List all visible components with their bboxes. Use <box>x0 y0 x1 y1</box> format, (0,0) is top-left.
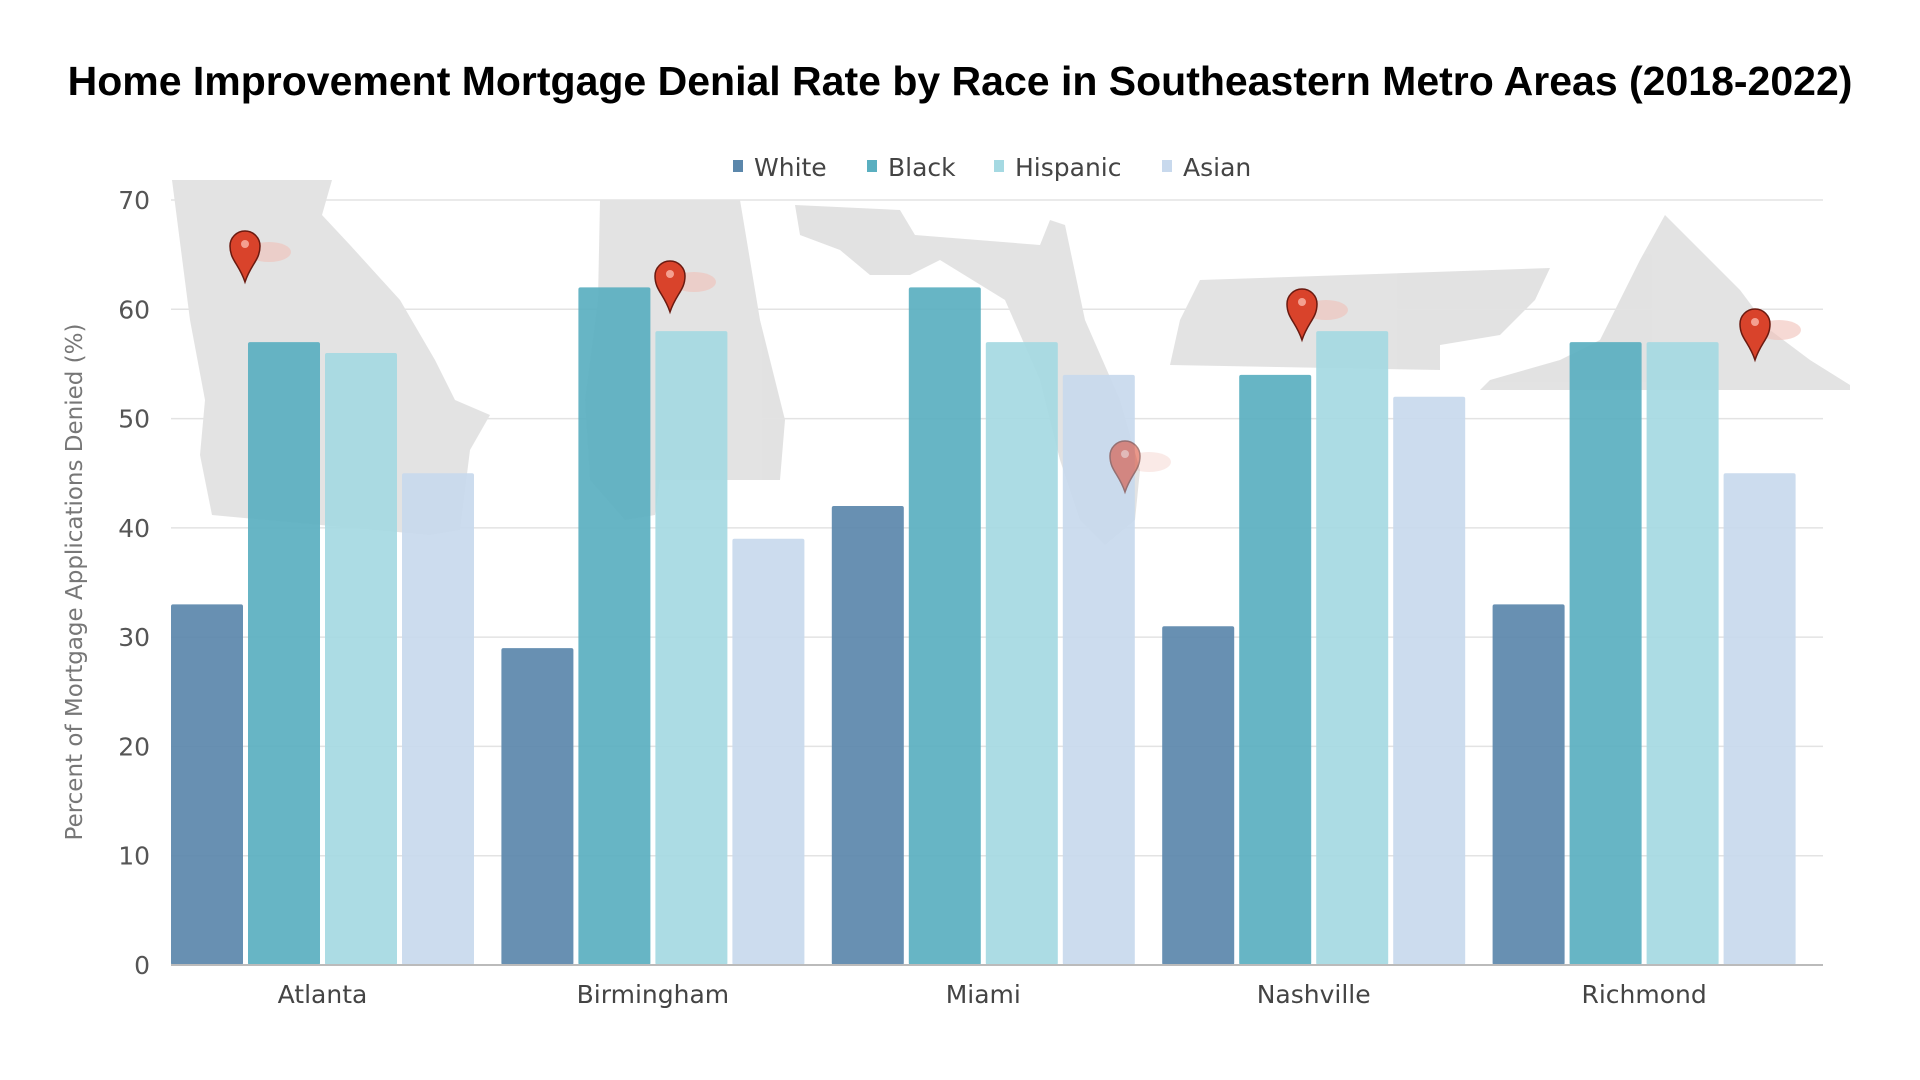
bar-hispanic-atlanta <box>325 353 397 965</box>
bar-asian-miami <box>1062 374 1135 965</box>
bars <box>171 287 1796 966</box>
pin-body <box>1739 308 1771 363</box>
bar-white-atlanta <box>171 604 243 965</box>
y-tick-label: 50 <box>118 405 150 434</box>
legend-label-black: Black <box>888 153 956 182</box>
map-pin-icon <box>1739 308 1801 363</box>
tennessee-map <box>1170 268 1550 370</box>
map-pins <box>229 230 1801 495</box>
pin-dot <box>666 270 674 278</box>
florida-map <box>795 205 1140 545</box>
x-tick-label: Miami <box>946 980 1021 1009</box>
bar-hispanic-miami <box>985 342 1058 966</box>
bar-hispanic-birmingham <box>655 331 728 966</box>
chart-title: Home Improvement Mortgage Denial Rate by… <box>67 58 1853 104</box>
y-tick-label: 60 <box>118 295 150 324</box>
bar-asian-richmond <box>1723 473 1796 965</box>
bar-black-miami <box>908 287 981 965</box>
y-tick-label: 70 <box>118 186 150 215</box>
bar-white-richmond <box>1492 604 1565 965</box>
pin-body <box>229 230 261 285</box>
map-pin-icon <box>229 230 291 285</box>
y-tick-label: 10 <box>118 842 150 871</box>
x-axis-labels: Atlanta Birmingham Miami Nashville Richmond <box>278 980 1707 1009</box>
legend-swatch-black <box>867 160 877 172</box>
x-tick-label: Birmingham <box>577 980 729 1009</box>
y-axis-label: Percent of Mortgage Applications Denied … <box>62 324 88 841</box>
y-tick-label: 0 <box>134 951 150 980</box>
y-tick-label: 40 <box>118 514 150 543</box>
bar-white-birmingham <box>501 648 574 965</box>
bar-black-atlanta <box>248 342 320 966</box>
x-tick-label: Richmond <box>1581 980 1706 1009</box>
y-axis-ticks: 0 10 20 30 40 50 60 70 <box>118 186 150 980</box>
x-tick-label: Atlanta <box>278 980 368 1009</box>
map-pin-icon <box>1109 440 1171 495</box>
y-tick-label: 20 <box>118 732 150 761</box>
pin-body <box>1109 440 1141 495</box>
bar-asian-atlanta <box>402 473 474 965</box>
map-pin-icon <box>1286 288 1348 343</box>
legend: White Black Hispanic Asian <box>733 153 1251 182</box>
pin-body <box>1286 288 1318 343</box>
bar-hispanic-richmond <box>1646 342 1719 966</box>
pin-dot <box>1751 318 1759 326</box>
bar-white-miami <box>831 506 904 965</box>
pin-dot <box>1298 298 1306 306</box>
pin-body <box>654 260 686 315</box>
legend-label-white: White <box>754 153 827 182</box>
legend-swatch-white <box>733 160 743 172</box>
map-pin-icon <box>654 260 716 315</box>
pin-dot <box>1121 450 1129 458</box>
legend-label-asian: Asian <box>1183 153 1251 182</box>
pin-dot <box>241 240 249 248</box>
bar-white-nashville <box>1162 626 1235 965</box>
y-tick-label: 30 <box>118 623 150 652</box>
legend-swatch-asian <box>1162 160 1172 172</box>
bar-black-birmingham <box>578 287 651 965</box>
x-tick-label: Nashville <box>1257 980 1371 1009</box>
legend-label-hispanic: Hispanic <box>1015 153 1122 182</box>
bar-asian-nashville <box>1393 396 1466 965</box>
bar-black-richmond <box>1569 342 1642 966</box>
bar-black-nashville <box>1239 374 1312 965</box>
bar-hispanic-nashville <box>1316 331 1389 966</box>
legend-swatch-hispanic <box>994 160 1004 172</box>
bar-asian-birmingham <box>732 538 805 965</box>
